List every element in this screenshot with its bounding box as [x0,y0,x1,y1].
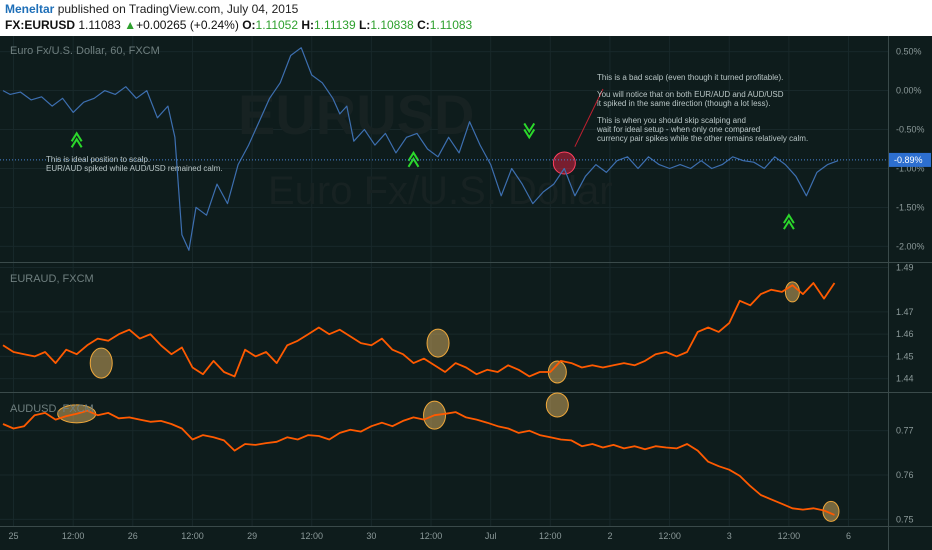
last-price: 1.11083 [78,18,121,32]
chart-background [0,36,932,550]
chart-area[interactable]: EURUSD Euro Fx/U.S. Dollar 25 12:00 26 12:0… [0,36,932,550]
close-label: C: [417,18,430,32]
y-tick-label-euraud: 1.49 [896,262,914,272]
series-lines [0,47,888,516]
symbol-line: FX:EURUSD 1.11083 ▲+0.00265 (+0.24%) O:1… [5,18,472,32]
x-tick-label: 12:00 [62,531,85,541]
last-value-badge [889,152,931,167]
up-arrow-icon: ▲ [124,18,137,32]
annotations: This is ideal position to scalp.EUR/AUD … [46,73,808,173]
annotation-line: You will notice that on both EUR/AUD and… [597,90,784,99]
x-tick-label: 2 [607,531,612,541]
chart-header: Meneltar published on TradingView.com, J… [0,0,932,36]
low-label: L: [359,18,371,32]
x-tick-label: 3 [727,531,732,541]
annotation-line: This is a bad scalp (even though it turn… [597,73,783,82]
up-arrow-icon [783,213,795,230]
annotation-line: it spiked in the same direction (though … [597,99,770,108]
x-tick-label: Jul [485,531,497,541]
chevron-stroke [70,137,83,148]
change-value: +0.00265 (+0.24%) [136,18,239,32]
y-tick-label-audusd: 0.75 [896,514,914,524]
panel-title-audusd: AUDUSD, FXCM [10,403,94,415]
series-line-audusd [2,409,835,516]
x-tick-label: 29 [247,531,257,541]
x-tick-label: 12:00 [658,531,681,541]
high-value: 1.11139 [314,18,356,32]
bad-scalp-pointer [574,88,604,147]
open-value: 1.11052 [255,18,299,32]
watermark-symbol: EURUSD [238,83,474,146]
bad-scalp-marker [552,151,576,175]
annotation-line: This is ideal position to scalp. [46,155,150,164]
y-tick-label-audusd: 0.77 [896,426,914,436]
y-tick-label-eurusd: 0.00% [896,86,922,96]
annotation-line: wait for ideal setup - when only one com… [596,125,760,134]
published-text: published on TradingView.com, July 04, 2… [54,2,299,16]
watermark-name: Euro Fx/U.S. Dollar [268,169,613,213]
x-tick-label: 12:00 [420,531,443,541]
y-tick-label-audusd: 0.76 [896,470,914,480]
close-value: 1.11083 [429,18,473,32]
y-tick-label-eurusd: -1.00% [896,163,925,173]
open-label: O: [242,18,256,32]
series-line-euraud [2,282,836,378]
y-tick-label-eurusd: -2.00% [896,241,925,251]
highlight-ellipse [89,347,113,379]
chevron-stroke [523,128,536,140]
x-tick-label: 6 [846,531,851,541]
panel-title-eurusd: Euro Fx/U.S. Dollar, 60, FXCM [10,45,160,57]
y-tick-label-euraud: 1.46 [896,329,914,339]
symbol-label[interactable]: FX:EURUSD [5,18,76,32]
y-tick-label-eurusd: 0.50% [896,47,922,57]
y-tick-label-euraud: 1.45 [896,351,914,361]
up-arrow-icon [407,150,420,168]
high-label: H: [301,18,315,32]
chevron-stroke [783,219,795,230]
low-value: 1.10838 [370,18,414,32]
x-tick-label: 30 [366,531,376,541]
chevron-stroke [407,156,420,168]
grid [0,36,888,526]
y-tick-label-eurusd: -1.50% [896,202,925,212]
chevron-stroke [783,213,795,224]
x-tick-label: 25 [9,531,19,541]
author-link[interactable]: Meneltar [5,2,55,16]
panel-title-euraud: EURAUD, FXCM [10,273,94,285]
annotation-line: This is when you should skip scalping an… [597,116,746,125]
highlight-ellipse [426,328,450,358]
x-tick-label: 12:00 [778,531,801,541]
axis-ticks: 25 12:00 26 12:00 29 12:00 30 12:00 Jul 12:00 2 12:… [9,47,931,541]
last-value-label: -0.89% [894,155,923,165]
x-tick-label: 12:00 [539,531,562,541]
annotation-line: currency pair spikes while the other rem… [597,134,808,143]
down-arrow-icon [523,122,536,140]
highlight-ellipse [822,500,840,522]
x-tick-label: 12:00 [300,531,323,541]
highlight-marks [57,88,840,522]
x-tick-label: 26 [128,531,138,541]
y-tick-label-euraud: 1.47 [896,307,914,317]
chevron-stroke [70,131,83,142]
annotation-line: EUR/AUD spiked while AUD/USD remained ca… [46,164,223,173]
highlight-ellipse [545,392,569,418]
y-tick-label-euraud: 1.44 [896,374,914,384]
chevron-stroke [523,122,536,134]
pane-separators [0,36,932,550]
chevron-stroke [407,150,420,162]
y-tick-label-eurusd: -0.50% [896,125,925,135]
x-tick-label: 12:00 [181,531,204,541]
series-line-eurusd [2,47,839,251]
up-arrow-icon [70,131,83,148]
publish-line: Meneltar published on TradingView.com, J… [5,2,298,16]
